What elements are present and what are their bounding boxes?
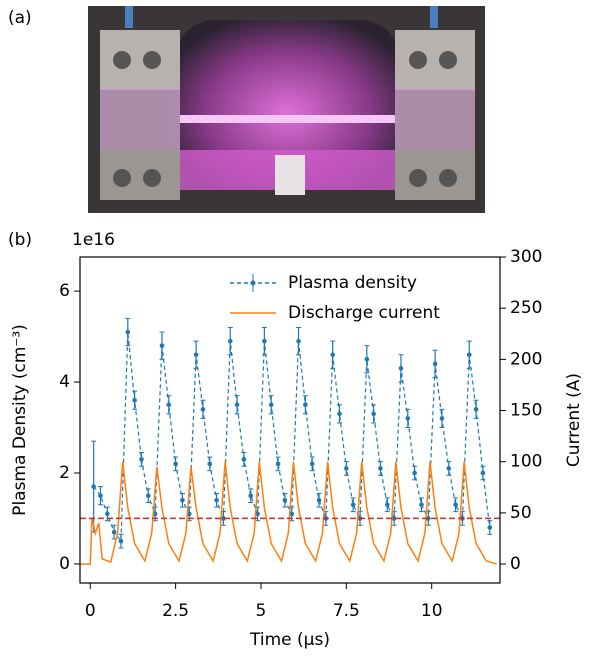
density-point bbox=[262, 338, 267, 344]
axes-frame bbox=[79, 256, 501, 584]
y2-tick-label: 50 bbox=[510, 503, 532, 523]
density-point bbox=[180, 497, 185, 503]
density-point bbox=[337, 411, 342, 417]
density-point bbox=[214, 497, 219, 503]
density-point bbox=[405, 416, 411, 421]
offset-text: 1e16 bbox=[72, 230, 115, 250]
current-line bbox=[80, 461, 497, 565]
y2-axis-label: Current (A) bbox=[564, 373, 584, 467]
density-point bbox=[248, 493, 254, 499]
density-point bbox=[166, 402, 172, 408]
density-point bbox=[439, 416, 445, 421]
density-point bbox=[344, 466, 349, 471]
density-point bbox=[139, 457, 144, 462]
density-point bbox=[289, 511, 295, 517]
legend-label: Plasma density bbox=[288, 273, 417, 293]
y2-tick-label: 250 bbox=[510, 298, 542, 318]
density-point bbox=[255, 511, 260, 517]
photo bbox=[88, 6, 485, 213]
density-point bbox=[385, 502, 390, 508]
density-point bbox=[480, 470, 486, 476]
density-point bbox=[316, 497, 322, 503]
density-point bbox=[453, 502, 458, 508]
y-tick-label: 2 bbox=[59, 463, 70, 483]
y-axis-label: Plasma Density (cm⁻³) bbox=[10, 324, 30, 516]
density-point bbox=[234, 402, 240, 408]
x-axis-label: Time (μs) bbox=[249, 630, 330, 650]
density-point bbox=[371, 411, 376, 417]
legend-label: Discharge current bbox=[288, 303, 440, 323]
density-point bbox=[309, 461, 315, 467]
panel-label: (a) bbox=[8, 8, 32, 28]
density-point bbox=[268, 402, 274, 408]
density-point bbox=[432, 361, 438, 367]
density-point bbox=[419, 502, 424, 508]
y-tick-label: 4 bbox=[59, 372, 70, 392]
y2-tick-label: 0 bbox=[510, 554, 521, 574]
density-point bbox=[98, 493, 103, 499]
y-tick-label: 6 bbox=[59, 281, 70, 301]
y2-tick-label: 300 bbox=[510, 247, 542, 267]
panel-label: (b) bbox=[8, 230, 32, 250]
density-point bbox=[227, 338, 233, 344]
density-point bbox=[412, 470, 417, 476]
x-tick-label: 5 bbox=[256, 601, 267, 621]
density-point bbox=[111, 529, 117, 535]
density-point bbox=[200, 407, 206, 412]
x-tick-label: 2.5 bbox=[162, 601, 189, 621]
density-point bbox=[466, 352, 472, 358]
density-point bbox=[132, 397, 137, 403]
y2-tick-label: 150 bbox=[510, 401, 542, 421]
density-point bbox=[145, 493, 151, 499]
x-tick-label: 7.5 bbox=[333, 601, 360, 621]
y2-tick-label: 200 bbox=[510, 349, 542, 369]
density-point bbox=[303, 402, 308, 408]
density-point bbox=[487, 525, 493, 530]
density-point bbox=[398, 366, 404, 371]
density-point bbox=[118, 538, 124, 544]
density-point bbox=[159, 343, 165, 348]
y2-tick-label: 100 bbox=[510, 452, 542, 472]
density-point bbox=[473, 407, 479, 412]
density-point bbox=[282, 497, 288, 503]
density-point bbox=[330, 352, 335, 358]
x-tick-label: 0 bbox=[85, 601, 96, 621]
density-point bbox=[125, 329, 131, 335]
density-point bbox=[173, 461, 178, 467]
density-point bbox=[446, 466, 452, 471]
density-point bbox=[391, 516, 397, 521]
density-point bbox=[91, 484, 96, 489]
density-point bbox=[296, 338, 301, 344]
density-point bbox=[241, 457, 247, 462]
density-point bbox=[221, 516, 226, 521]
density-point bbox=[350, 502, 356, 508]
density-point bbox=[275, 461, 281, 467]
x-tick-label: 10 bbox=[421, 601, 443, 621]
density-point bbox=[378, 466, 383, 471]
y-tick-label: 0 bbox=[59, 554, 70, 574]
density-point bbox=[105, 511, 110, 517]
density-point bbox=[364, 357, 370, 362]
density-point bbox=[425, 516, 431, 521]
density-point bbox=[193, 352, 199, 358]
density-point bbox=[207, 461, 213, 467]
